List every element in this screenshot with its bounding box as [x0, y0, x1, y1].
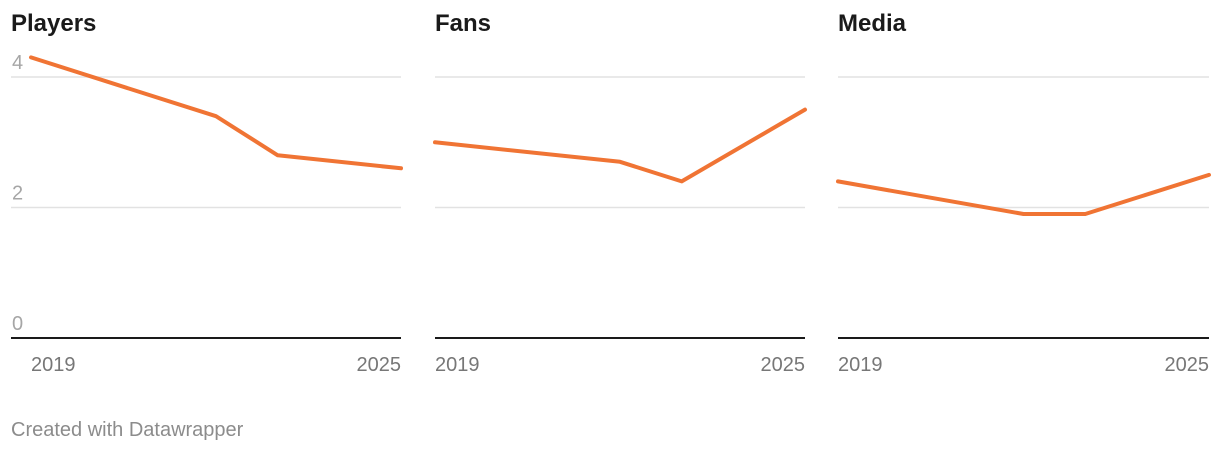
y-tick-label-4: 4 [12, 52, 23, 74]
y-tick-label-0: 0 [12, 313, 23, 335]
footer-credit: Created with Datawrapper [11, 419, 244, 441]
x-tick-label-media-2019: 2019 [838, 354, 883, 376]
x-tick-label-players-2019: 2019 [31, 354, 76, 376]
panel-title-media: Media [838, 10, 907, 37]
series-line-fans [433, 107, 807, 184]
x-tick-label-players-2025: 2025 [357, 354, 402, 376]
x-tick-label-media-2025: 2025 [1165, 354, 1210, 376]
series-line-players [29, 55, 403, 171]
small-multiples-chart: Players Fans Media 0 2 4 2019 2025 2019 2025 20… [11, 10, 1211, 376]
chart-plot-area: 0 2 4 2019 2025 2019 2025 2019 2025 [11, 52, 1211, 376]
x-tick-label-fans-2019: 2019 [435, 354, 480, 376]
y-tick-label-2: 2 [12, 183, 23, 205]
series-line-media [836, 172, 1211, 216]
panel-title-fans: Fans [435, 10, 492, 37]
panel-title-players: Players [11, 10, 97, 37]
x-tick-label-fans-2025: 2025 [761, 354, 806, 376]
